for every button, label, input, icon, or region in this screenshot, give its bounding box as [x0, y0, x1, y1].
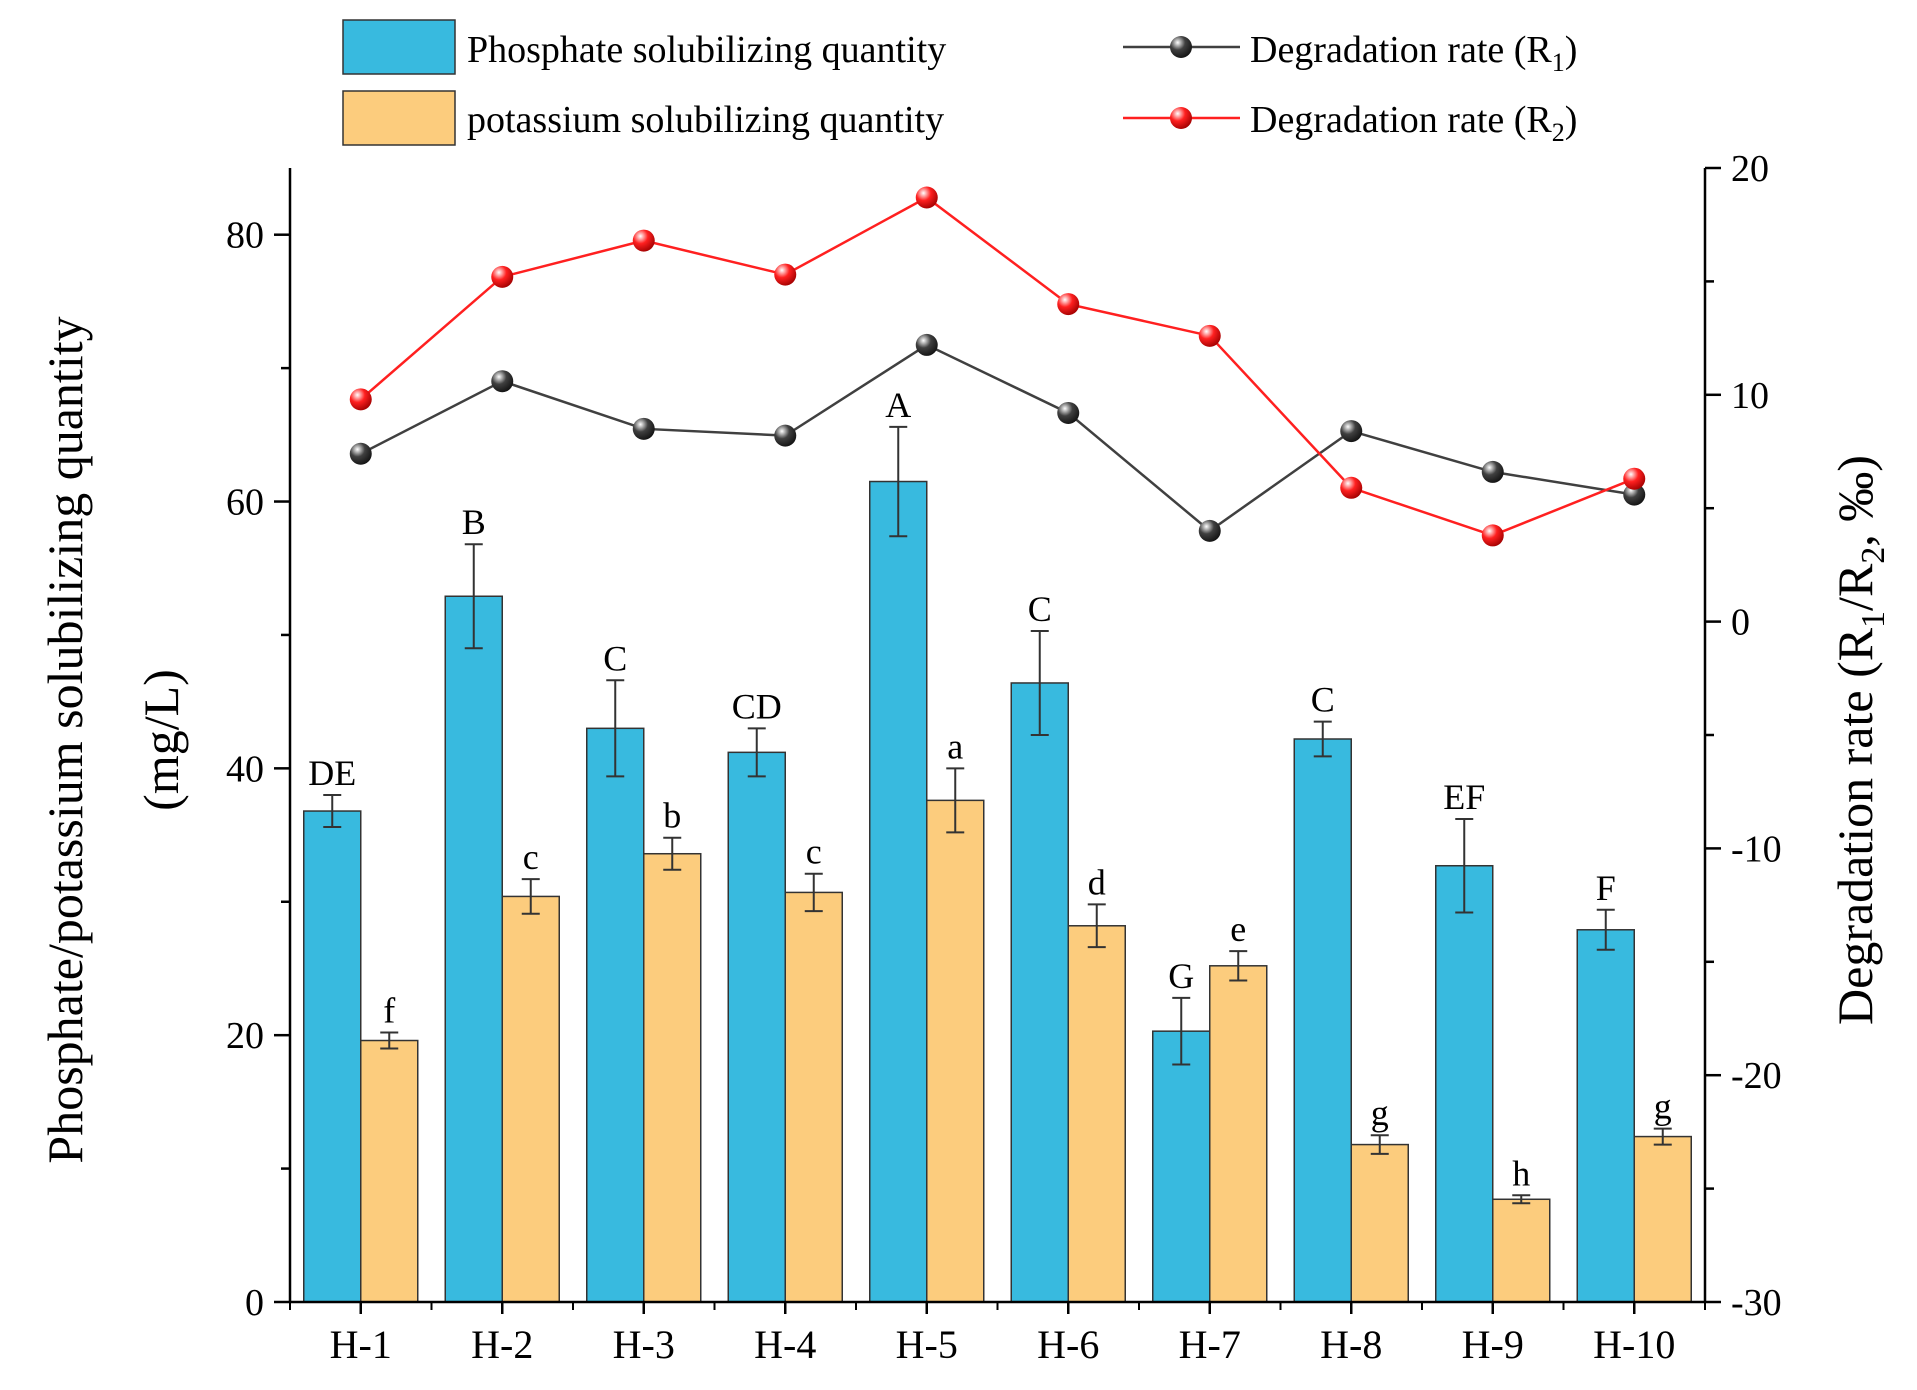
significance-letter-phosphate-H-7: G — [1168, 956, 1194, 996]
point-r2-H-9 — [1481, 524, 1504, 547]
bar-potassium-H-7 — [1209, 965, 1268, 1303]
bar-phosphate-H-7 — [1152, 1030, 1211, 1303]
point-r2-H-6 — [1057, 293, 1080, 316]
bar-potassium-H-2 — [501, 895, 560, 1303]
significance-letter-phosphate-H-5: A — [885, 385, 911, 425]
bar-phosphate-H-5 — [869, 480, 928, 1303]
bar-phosphate-H-4 — [727, 751, 786, 1303]
significance-letter-phosphate-H-3: C — [603, 638, 627, 678]
legend-marker-r2 — [1170, 107, 1192, 129]
bar-potassium-H-1 — [360, 1039, 419, 1303]
point-r1-H-8 — [1340, 420, 1363, 443]
bar-phosphate-H-1 — [303, 810, 362, 1303]
point-r2-H-2 — [491, 265, 514, 288]
y-left-tick-label: 0 — [245, 1282, 264, 1324]
point-r1-H-7 — [1198, 519, 1221, 542]
x-tick-label-H-3: H-3 — [613, 1322, 675, 1367]
bar-phosphate-H-3 — [586, 727, 645, 1303]
x-tick-label-H-8: H-8 — [1320, 1322, 1382, 1367]
plot-area: DE B C CD A C G C EF Ff c b c a d e g h g 0 20 40 60 80 -30 -20 -1… — [226, 148, 1782, 1367]
significance-letter-phosphate-H-1: DE — [308, 753, 356, 793]
y-left-axis-title: Phosphate/potassium solubilizing quantit… — [37, 316, 93, 1163]
significance-letter-potassium-H-6: d — [1088, 862, 1106, 902]
legend-label-r2: Degradation rate (R2) — [1250, 99, 1577, 147]
significance-letter-potassium-H-7: e — [1230, 909, 1246, 949]
bar-potassium-H-8 — [1350, 1143, 1409, 1303]
x-tick-label-H-5: H-5 — [896, 1322, 958, 1367]
x-tick-label-H-2: H-2 — [471, 1322, 533, 1367]
y-left-tick-label: 80 — [226, 215, 264, 257]
x-tick-label-H-7: H-7 — [1179, 1322, 1241, 1367]
significance-letter-potassium-H-10: g — [1654, 1087, 1672, 1127]
legend: Phosphate solubilizing quantity potassiu… — [342, 19, 1577, 147]
point-r1-H-10 — [1623, 483, 1646, 506]
x-tick-label-H-6: H-6 — [1037, 1322, 1099, 1367]
point-r1-H-3 — [632, 417, 655, 440]
x-tick-label-H-4: H-4 — [754, 1322, 816, 1367]
y-left-tick-label: 20 — [226, 1015, 264, 1057]
point-r1-H-5 — [915, 333, 938, 356]
x-tick-label-H-9: H-9 — [1462, 1322, 1524, 1367]
point-r2-H-8 — [1340, 476, 1363, 499]
significance-letter-phosphate-H-6: C — [1028, 589, 1052, 629]
y-right-tick-label: 10 — [1731, 375, 1769, 417]
series-line-r1 — [360, 343, 1635, 533]
bar-potassium-H-10 — [1633, 1135, 1692, 1303]
y-right-tick-label: -30 — [1731, 1282, 1782, 1324]
point-r1-H-6 — [1057, 401, 1080, 424]
y-right-tick-label: -20 — [1731, 1055, 1782, 1097]
point-r2-H-4 — [774, 263, 797, 286]
significance-letter-phosphate-H-4: CD — [732, 686, 782, 726]
bar-potassium-H-9 — [1492, 1198, 1551, 1303]
point-r1-H-2 — [491, 370, 514, 393]
legend-label-phosphate: Phosphate solubilizing quantity — [467, 29, 946, 71]
point-r2-H-5 — [915, 186, 938, 209]
y-left-axis-title-unit: (mg/L) — [133, 669, 189, 811]
bar-potassium-H-5 — [926, 799, 985, 1303]
significance-letter-phosphate-H-2: B — [462, 502, 486, 542]
legend-label-potassium: potassium solubilizing quantity — [467, 99, 944, 141]
y-right-tick-label: 20 — [1731, 148, 1769, 190]
significance-letter-potassium-H-1: f — [383, 991, 395, 1031]
point-r1-H-9 — [1481, 460, 1504, 483]
point-r1-H-4 — [774, 424, 797, 447]
y-left-tick-label: 60 — [226, 482, 264, 524]
bar-potassium-H-6 — [1067, 925, 1126, 1303]
point-r2-H-1 — [349, 388, 372, 411]
significance-letter-phosphate-H-8: C — [1311, 680, 1335, 720]
significance-letter-potassium-H-5: a — [947, 726, 963, 766]
bar-phosphate-H-9 — [1435, 864, 1494, 1303]
point-r2-H-10 — [1623, 467, 1646, 490]
x-tick-label-H-1: H-1 — [330, 1322, 392, 1367]
legend-label-r1: Degradation rate (R1) — [1250, 29, 1577, 77]
y-right-axis-title: Degradation rate (R1/R2, ‰) — [1827, 455, 1892, 1025]
point-r2-H-7 — [1198, 324, 1221, 347]
point-r1-H-1 — [349, 442, 372, 465]
y-right-tick-label: 0 — [1731, 602, 1750, 644]
bar-phosphate-H-8 — [1293, 738, 1352, 1303]
legend-swatch-potassium — [342, 90, 456, 146]
bar-phosphate-H-6 — [1010, 682, 1069, 1303]
x-tick-label-H-10: H-10 — [1593, 1322, 1675, 1367]
significance-letter-phosphate-H-10: F — [1596, 868, 1616, 908]
legend-swatch-phosphate — [342, 19, 456, 75]
significance-letter-phosphate-H-9: EF — [1443, 777, 1485, 817]
significance-letter-potassium-H-9: h — [1512, 1153, 1530, 1193]
y-right-tick-label: -10 — [1731, 828, 1782, 870]
bar-phosphate-H-10 — [1576, 929, 1635, 1303]
series-line-r2 — [359, 196, 1635, 537]
point-r2-H-3 — [632, 229, 655, 252]
significance-letter-potassium-H-8: g — [1371, 1093, 1389, 1133]
bar-potassium-H-4 — [784, 891, 843, 1303]
legend-marker-r1 — [1170, 36, 1192, 58]
y-left-tick-label: 40 — [226, 748, 264, 790]
bar-phosphate-H-2 — [444, 595, 503, 1303]
significance-letter-potassium-H-4: c — [806, 832, 822, 872]
significance-letter-potassium-H-3: b — [663, 796, 681, 836]
bar-potassium-H-3 — [643, 852, 702, 1303]
significance-letter-potassium-H-2: c — [523, 837, 539, 877]
